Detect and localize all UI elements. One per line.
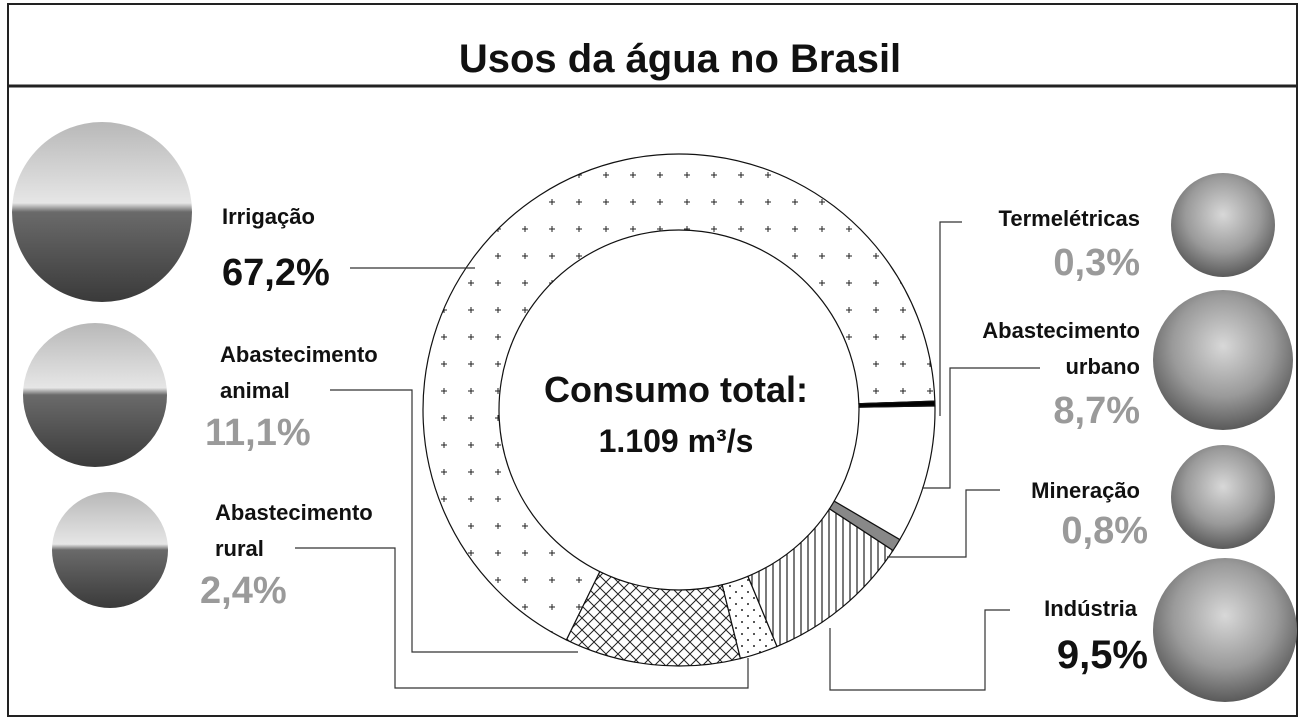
photo (23, 323, 167, 467)
value-label: 67,2% (222, 252, 330, 294)
chart: Usos da água no Brasil Consumo total: 1.… (0, 0, 1305, 717)
category-label: Mineração (1031, 478, 1140, 503)
value-label: 9,5% (1057, 633, 1148, 677)
photo (1171, 445, 1275, 549)
donut-slice (566, 572, 740, 666)
value-label: 2,4% (200, 570, 287, 612)
category-label: Irrigação (222, 204, 315, 229)
leader-line (830, 610, 1010, 690)
value-label: 11,1% (205, 412, 311, 454)
category-label: Termelétricas (999, 206, 1140, 231)
photo (52, 492, 168, 608)
photo (1153, 558, 1297, 702)
value-label: 0,3% (1053, 242, 1140, 284)
photo (1171, 173, 1275, 277)
photo (1153, 290, 1293, 430)
value-label: 0,8% (1061, 510, 1148, 552)
chart-title: Usos da água no Brasil (459, 37, 901, 81)
leader-line (940, 222, 962, 416)
category-label: Indústria (1044, 596, 1138, 621)
center-label: 1.109 m³/s (599, 423, 754, 459)
value-label: 8,7% (1053, 390, 1140, 432)
photo (12, 122, 192, 302)
center-label: Consumo total: (544, 369, 808, 410)
